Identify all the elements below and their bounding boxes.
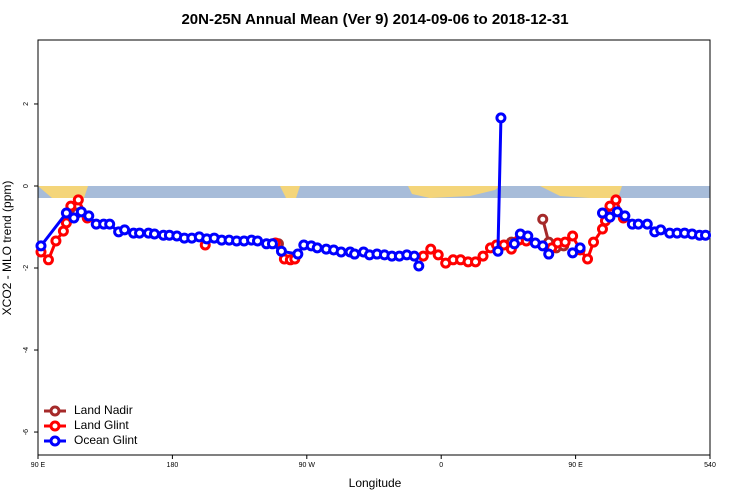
- point: [619, 210, 631, 222]
- point: [83, 210, 95, 222]
- point: [641, 218, 653, 230]
- x-axis-label: Longitude: [349, 476, 402, 490]
- y-tick-label: 0: [23, 184, 30, 188]
- point: [335, 246, 347, 258]
- x-tick-label: 180: [167, 462, 179, 469]
- point: [408, 250, 420, 262]
- point: [119, 224, 131, 236]
- y-tick-label: -4: [23, 347, 30, 353]
- map-strip: [38, 186, 710, 198]
- land: [540, 186, 622, 198]
- point: [35, 240, 47, 252]
- point: [417, 250, 429, 262]
- point: [537, 240, 549, 252]
- y-tick-label: -2: [23, 265, 30, 271]
- point: [567, 230, 579, 242]
- point: [495, 112, 507, 124]
- point: [610, 194, 622, 206]
- point: [588, 236, 600, 248]
- point: [275, 245, 287, 257]
- point: [477, 250, 489, 262]
- point: [292, 248, 304, 260]
- legend-marker: [49, 420, 61, 432]
- land: [408, 186, 500, 198]
- legend-label: Land Glint: [74, 418, 129, 432]
- point: [632, 218, 644, 230]
- point: [470, 256, 482, 268]
- point: [604, 211, 616, 223]
- point: [425, 243, 437, 255]
- legend-label: Land Nadir: [74, 403, 133, 417]
- point: [266, 238, 278, 250]
- point: [60, 207, 72, 219]
- point: [311, 242, 323, 254]
- x-tick-label: 540: [704, 462, 716, 469]
- point: [492, 245, 504, 257]
- legend-label: Ocean Glint: [74, 433, 138, 447]
- land: [38, 186, 88, 198]
- point: [537, 213, 549, 225]
- x-tick-label: 90 E: [568, 462, 583, 469]
- point: [134, 227, 146, 239]
- point: [559, 236, 571, 248]
- chart-title: 20N-25N Annual Mean (Ver 9) 2014-09-06 t…: [181, 11, 568, 28]
- point: [60, 217, 72, 229]
- y-axis-label: XCO2 - MLO trend (ppm): [0, 181, 14, 316]
- ocean-band: [38, 186, 710, 198]
- land: [280, 186, 300, 198]
- point: [42, 254, 54, 266]
- point: [522, 230, 534, 242]
- point: [148, 228, 160, 240]
- point: [574, 242, 586, 254]
- point: [543, 248, 555, 260]
- x-tick-label: 90 E: [31, 462, 46, 469]
- point: [68, 212, 80, 224]
- point: [252, 235, 264, 247]
- point: [72, 194, 84, 206]
- point: [104, 218, 116, 230]
- x-tick-label: 0: [439, 462, 443, 469]
- point: [604, 200, 616, 212]
- point: [508, 238, 520, 250]
- y-tick-label: 2: [23, 102, 30, 106]
- point: [50, 235, 62, 247]
- point: [582, 253, 594, 265]
- point: [413, 260, 425, 272]
- y-tick-label: -6: [23, 429, 30, 435]
- point: [349, 248, 361, 260]
- point: [432, 249, 444, 261]
- x-tick-label: 90 W: [299, 462, 316, 469]
- point: [700, 229, 712, 241]
- point: [655, 224, 667, 236]
- plot-frame: [37, 39, 711, 456]
- point: [567, 247, 579, 259]
- legend-marker: [49, 405, 61, 417]
- legend-marker: [49, 435, 61, 447]
